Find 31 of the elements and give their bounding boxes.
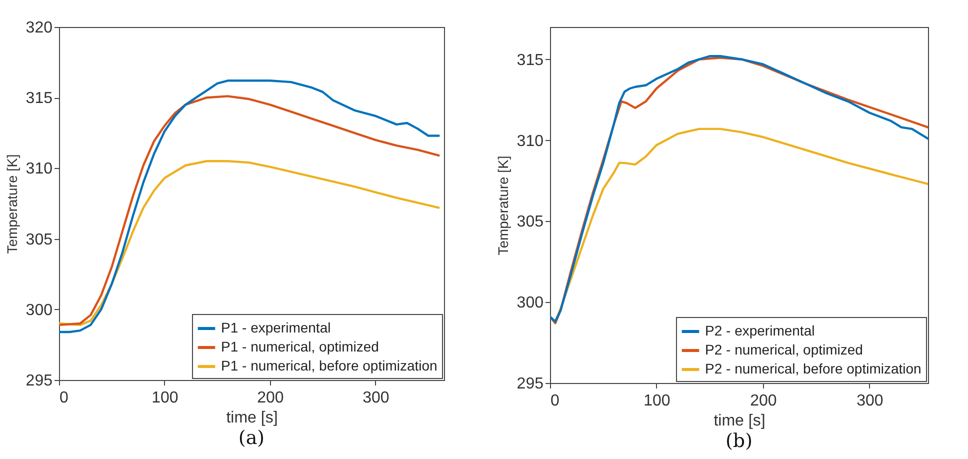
x-tick-label: 300	[856, 392, 884, 410]
x-tick-label: 0	[550, 392, 560, 410]
x-tick-label: 300	[362, 390, 390, 406]
x-tick-label: 100	[152, 390, 178, 406]
y-tick-label: 295	[26, 372, 53, 390]
x-axis-title: time [s]	[226, 410, 278, 426]
x-tick-label: 200	[750, 392, 777, 410]
y-tick-label: 310	[516, 132, 544, 150]
x-axis-title: time [s]	[714, 412, 766, 430]
legend-label: P2 - numerical, optimized	[705, 342, 863, 358]
legend-label: P2 - numerical, before optimization	[705, 360, 922, 376]
x-tick-label: 100	[644, 392, 670, 410]
y-tick-label: 305	[26, 231, 53, 248]
legend-label: P1 - numerical, optimized	[221, 338, 379, 354]
x-tick-label: 0	[60, 390, 68, 406]
y-tick-label: 305	[516, 214, 544, 231]
y-tick-label: 300	[26, 302, 53, 319]
y-tick-label: 310	[26, 160, 53, 178]
y-tick-label: 315	[26, 90, 53, 108]
y-axis-title: Temperature [K]	[494, 156, 511, 256]
legend-label: P1 - numerical, before optimization	[221, 358, 438, 374]
legend-label: P2 - experimental	[705, 322, 815, 338]
text: (a)	[238, 427, 265, 449]
text: (b)	[726, 430, 752, 452]
y-axis-title: Temperature [K]	[4, 154, 20, 254]
x-tick-label: 200	[257, 390, 284, 406]
y-tick-label: 320	[26, 20, 53, 36]
y-tick-label: 315	[516, 52, 544, 69]
y-tick-label: 295	[516, 376, 544, 392]
y-tick-label: 300	[516, 294, 544, 312]
legend-label: P1 - experimental	[221, 320, 331, 336]
